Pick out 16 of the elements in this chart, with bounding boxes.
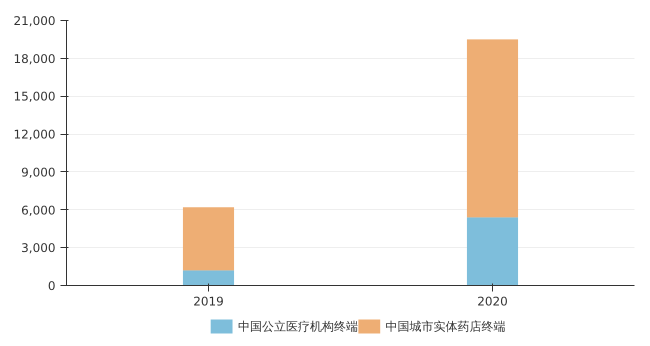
bar bbox=[182, 270, 234, 286]
x-tick-label: 2019 bbox=[193, 294, 224, 308]
y-tick-label: 21,000 bbox=[14, 14, 56, 28]
bar bbox=[182, 207, 234, 270]
y-tick-label: 15,000 bbox=[14, 90, 56, 104]
x-tick-label: 2020 bbox=[477, 294, 508, 308]
legend-label: 中国城市实体药店终端 bbox=[385, 320, 506, 334]
y-tick-label: 12,000 bbox=[14, 128, 56, 142]
y-tick-label: 18,000 bbox=[14, 52, 56, 66]
legend-label: 中国公立医疗机构终端 bbox=[238, 320, 358, 334]
y-tick-label: 9,000 bbox=[21, 165, 56, 180]
y-tick-label: 6,000 bbox=[21, 203, 56, 218]
bar bbox=[466, 217, 518, 286]
bar bbox=[466, 39, 518, 218]
y-tick-label: 0 bbox=[48, 279, 56, 293]
y-tick-label: 3,000 bbox=[21, 241, 56, 256]
